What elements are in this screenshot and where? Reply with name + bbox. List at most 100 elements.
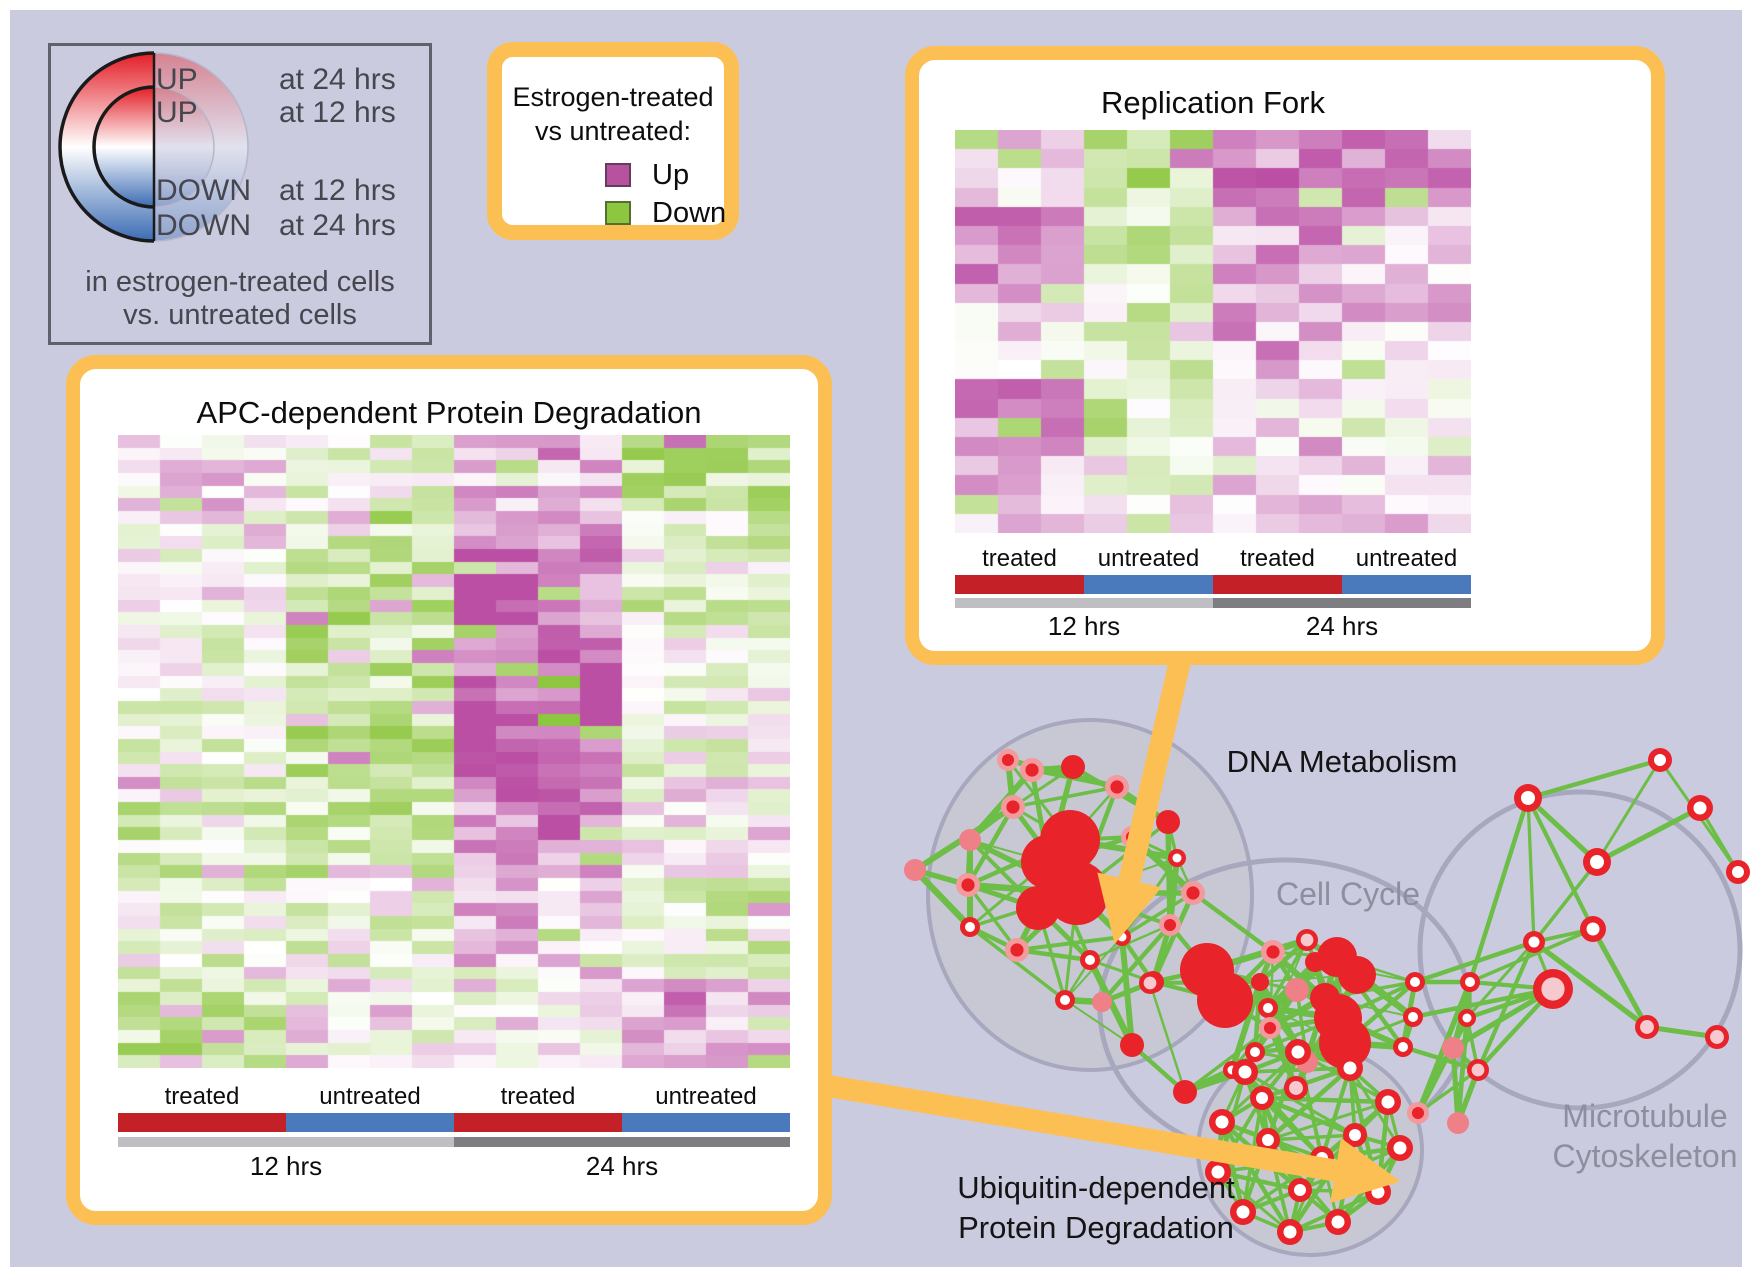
- network-edge: [1259, 1095, 1358, 1138]
- network-node: [961, 878, 975, 892]
- network-edge: [1348, 1066, 1402, 1150]
- network-node: [1156, 810, 1180, 834]
- network-node: [904, 859, 926, 881]
- network-node: [1294, 1184, 1306, 1196]
- network-node: [1173, 1080, 1197, 1104]
- network-node: [1291, 1045, 1305, 1059]
- rf-group-label-treated-12: treated: [982, 545, 1057, 572]
- network-node: [1732, 866, 1744, 878]
- network-edge: [1595, 758, 1662, 864]
- inner-left-arc: [92, 85, 155, 209]
- apc-title: APC-dependent Protein Degradation: [196, 395, 702, 430]
- network-node: [1061, 755, 1085, 779]
- apc-bar-treated-12: [118, 1113, 286, 1132]
- network-edge: [1064, 999, 1133, 1046]
- network-edge: [1119, 934, 1135, 1048]
- label-microtubule-line2: Cytoskeleton: [1553, 1138, 1738, 1174]
- network-node: [1447, 1112, 1469, 1134]
- network-edge: [968, 925, 1067, 1002]
- apc-time-track: [118, 1137, 790, 1147]
- network-node: [1045, 861, 1109, 925]
- apc-treatment-bar: [118, 1113, 790, 1132]
- replication-fork-heatmap: [955, 130, 1471, 533]
- network-node: [1285, 978, 1309, 1002]
- network-node: [1250, 1047, 1260, 1057]
- ring-legend-box: UP at 24 hrs UP at 12 hrs DOWN at 12 hrs…: [48, 43, 432, 345]
- network-node: [1060, 995, 1070, 1005]
- panel-to-cluster-arrow: [826, 1075, 1401, 1204]
- label-ubiquitin-line1: Ubiquitin-dependent: [957, 1170, 1235, 1205]
- network-bridge-edge: [1525, 757, 1663, 801]
- network-edge: [1259, 1095, 1325, 1161]
- apc-label-24hrs: 24 hrs: [585, 1151, 659, 1181]
- apc-track-24hrs: [454, 1137, 790, 1147]
- network-edge: [1455, 1015, 1470, 1126]
- network-node: [1521, 791, 1535, 805]
- network-node: [1471, 1063, 1485, 1077]
- ring-caption-line2: vs. untreated cells: [123, 299, 357, 331]
- network-edge: [1594, 805, 1703, 865]
- network-bridge-edge: [1467, 795, 1531, 985]
- ring-legend-glyph: [58, 51, 249, 243]
- network-edge: [1259, 1095, 1391, 1105]
- network-node: [1528, 936, 1540, 948]
- rf-track-24hrs: [1213, 598, 1471, 608]
- network-edge: [1215, 1169, 1303, 1193]
- network-edge: [1416, 1068, 1480, 1115]
- apc-group-label-untreated-12: untreated: [319, 1083, 421, 1110]
- ring-direction-down-12: DOWN: [156, 174, 251, 207]
- network-node: [1283, 1225, 1297, 1239]
- rf-time-labels: 12 hrs 24 hrs: [955, 611, 1471, 642]
- rf-time-track: [955, 598, 1471, 608]
- network-node: [1408, 1012, 1418, 1022]
- ring-direction-up-24: UP: [156, 63, 198, 96]
- network-node: [1016, 886, 1060, 930]
- up-label: Up: [652, 159, 690, 191]
- network-node: [1693, 801, 1707, 815]
- network-node: [1262, 1134, 1274, 1146]
- cluster-labels: DNA Metabolism Cell Cycle Microtubule Cy…: [957, 744, 1737, 1245]
- network-node: [1654, 754, 1666, 766]
- network-node: [1381, 1095, 1395, 1109]
- color-legend-box: Estrogen-treated vs untreated: Up Down: [487, 42, 739, 240]
- network-edge: [1011, 785, 1119, 809]
- cluster-circle-mt: [1417, 789, 1743, 1111]
- apc-time-labels: 12 hrs 24 hrs: [118, 1151, 790, 1182]
- replication-fork-title: Replication Fork: [1101, 85, 1325, 120]
- network-node: [1349, 1129, 1361, 1141]
- network-node: [1640, 1020, 1654, 1034]
- apc-bar-treated-24: [454, 1113, 622, 1132]
- network-edge: [1167, 855, 1180, 928]
- connector-arrows: [826, 645, 1401, 1204]
- up-swatch: [605, 163, 631, 187]
- network-node: [1541, 977, 1565, 1001]
- network-edge: [1531, 939, 1650, 1030]
- rf-bar-treated-12: [955, 575, 1084, 594]
- network-node: [1411, 1106, 1425, 1120]
- network-edge: [911, 866, 974, 931]
- network-node: [1117, 932, 1127, 942]
- network-node: [1442, 1037, 1464, 1059]
- apc-group-label-treated-12: treated: [164, 1083, 240, 1110]
- network-node: [1163, 918, 1177, 932]
- network-node: [1462, 1013, 1472, 1023]
- network-node: [1211, 1165, 1225, 1179]
- network-edge: [1526, 796, 1536, 944]
- network-node: [1238, 1065, 1252, 1079]
- outer-left-arc: [58, 51, 155, 243]
- network-edge: [1590, 926, 1650, 1030]
- replication-fork-panel: Replication Fork treated untreated treat…: [905, 46, 1665, 665]
- network-edge: [1525, 795, 1596, 932]
- network-node: [1343, 1061, 1357, 1075]
- ring-time-12: at 12 hrs: [279, 96, 396, 129]
- network-node: [1590, 855, 1604, 869]
- network-node: [1001, 753, 1015, 767]
- label-dna-metabolism: DNA Metabolism: [1227, 744, 1458, 779]
- ring-caption-line1: in estrogen-treated cells: [85, 266, 395, 298]
- rf-track-12hrs: [955, 598, 1213, 608]
- color-legend-title-line1: Estrogen-treated: [512, 82, 714, 112]
- color-legend-title-line2: vs untreated:: [534, 116, 692, 146]
- network-node: [959, 829, 981, 851]
- label-cell-cycle: Cell Cycle: [1276, 876, 1420, 912]
